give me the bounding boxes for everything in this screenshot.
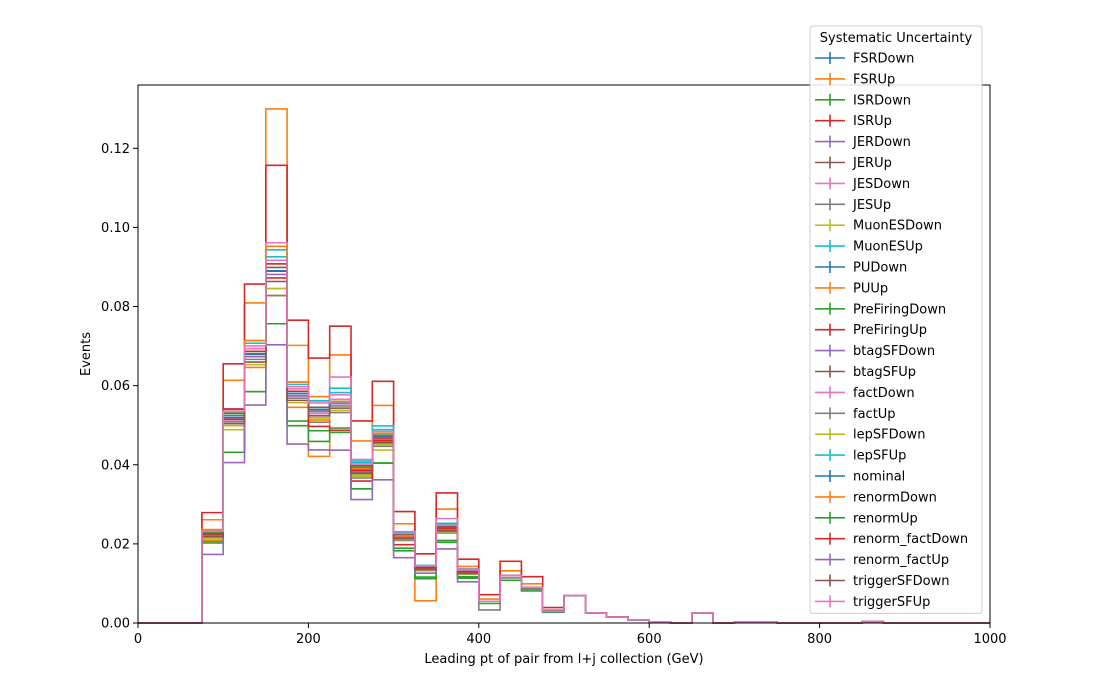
y-tick-label: 0.00: [101, 617, 130, 632]
x-tick-label: 200: [296, 632, 321, 647]
x-tick-label: 400: [466, 632, 491, 647]
x-tick-label: 800: [807, 632, 832, 647]
legend-entry-label: MuonESUp: [853, 240, 923, 255]
legend-entry-label: triggerSFUp: [853, 595, 930, 610]
legend-entry-label: nominal: [853, 470, 905, 485]
x-axis-label: Leading pt of pair from l+j collection (…: [424, 652, 703, 667]
legend-entry-label: PUDown: [853, 261, 907, 276]
y-tick-label: 0.04: [101, 458, 130, 473]
legend-entry-label: renorm_factUp: [853, 553, 949, 568]
plot-frame: [137, 84, 991, 624]
legend-entry-label: JERUp: [852, 156, 892, 171]
y-tick-label: 0.02: [101, 537, 130, 552]
y-tick-label: 0.06: [101, 379, 130, 394]
legend-entry-label: ISRDown: [853, 93, 911, 108]
y-axis: 0.00 0.02 0.04 0.06 0.08 0.10 0.12: [101, 142, 138, 632]
legend-entry-label: JESDown: [852, 177, 910, 192]
legend-entry-label: renormDown: [853, 490, 937, 505]
legend: Systematic Uncertainty FSRDown FSRUp ISRDo…: [809, 25, 983, 614]
legend-entry-label: FSRDown: [853, 52, 914, 67]
legend-entry-label: PreFiringUp: [853, 323, 927, 338]
x-tick-label: 0: [134, 632, 142, 647]
legend-entry-label: PUUp: [853, 281, 888, 296]
legend-box: [809, 25, 983, 614]
x-axis: 0 200 400 600 800 1000: [134, 623, 1007, 647]
legend-entries: FSRDown FSRUp ISRDown ISRUp JERDown JERUp JESD…: [815, 52, 968, 610]
legend-entry-label: triggerSFDown: [853, 574, 949, 589]
legend-entry-label: renorm_factDown: [853, 532, 968, 547]
legend-entry-label: btagSFDown: [853, 344, 935, 359]
y-axis-label: Events: [79, 332, 94, 376]
legend-entry-label: ISRUp: [853, 114, 892, 129]
y-tick-label: 0.08: [101, 300, 130, 315]
x-tick-label: 600: [637, 632, 662, 647]
legend-entry-label: FSRUp: [853, 72, 895, 87]
legend-entry-label: lepSFDown: [853, 428, 925, 443]
x-tick-label: 1000: [973, 632, 1006, 647]
y-tick-label: 0.10: [101, 221, 130, 236]
legend-entry-label: factUp: [853, 407, 896, 422]
legend-title: Systematic Uncertainty: [820, 31, 973, 46]
legend-entry-label: lepSFUp: [853, 449, 906, 464]
legend-entry-label: MuonESDown: [853, 219, 942, 234]
legend-entry-label: btagSFUp: [853, 365, 916, 380]
legend-entry-label: JESUp: [852, 198, 891, 213]
y-tick-label: 0.12: [101, 142, 130, 157]
legend-entry-label: renormUp: [853, 511, 918, 526]
legend-entry-label: PreFiringDown: [853, 302, 946, 317]
legend-entry-label: JERDown: [852, 135, 911, 150]
legend-entry-label: factDown: [853, 386, 915, 401]
